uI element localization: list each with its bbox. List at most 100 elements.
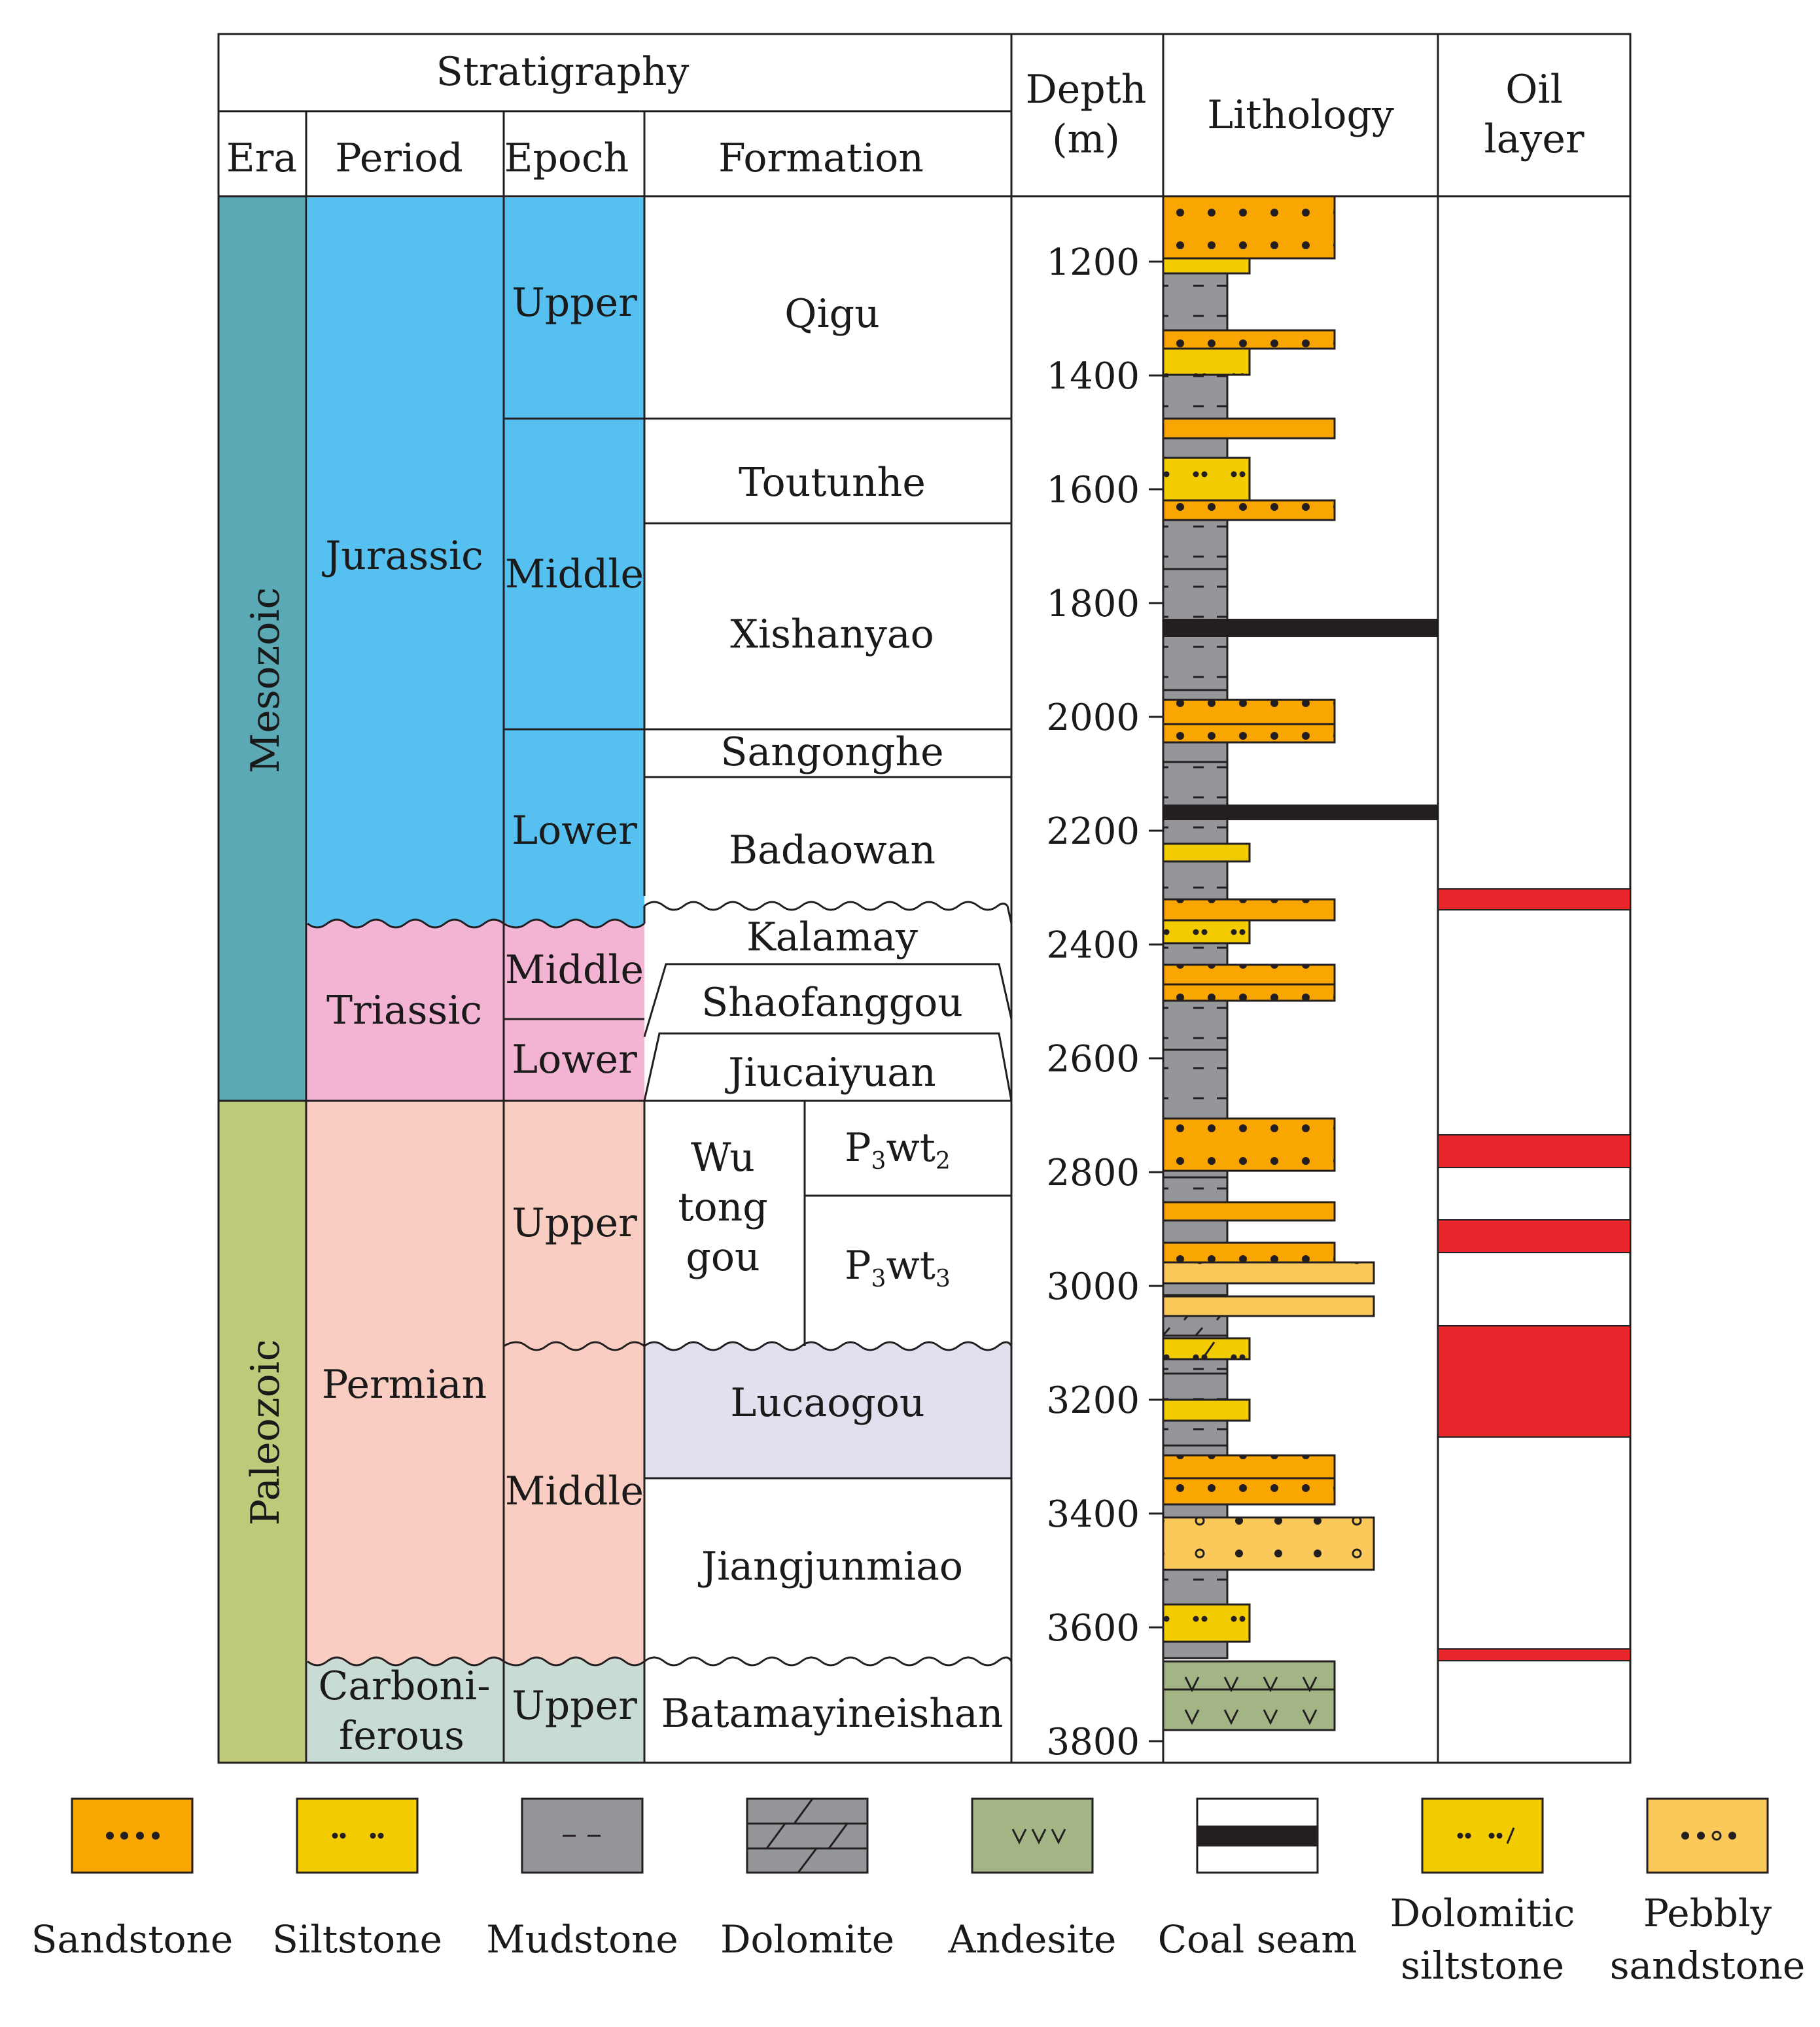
oil-layer-interval [1437, 1648, 1631, 1661]
lithology-header: Lithology [1207, 92, 1394, 138]
formation-badaowan: Badaowan [729, 827, 936, 873]
dolomitic-siltstone-bed-pattern [1164, 1339, 1249, 1359]
andesite-swatch [971, 1797, 1094, 1874]
depth-tick-label: 1200 [1046, 241, 1140, 284]
period-permian-fill [307, 1101, 504, 1665]
formation-kalamay: Kalamay [746, 914, 918, 960]
oil-layer-interval [1437, 1219, 1631, 1253]
pebbly-sandstone-bed-pattern [1164, 1518, 1373, 1569]
siltstone-bed-pattern [1164, 921, 1249, 943]
oil-layer-interval [1437, 888, 1631, 910]
era-mesozoic-fill [219, 196, 306, 1101]
epoch-jurassic-upper: Upper [512, 280, 637, 326]
formation-xishanyao: Xishanyao [730, 612, 934, 657]
andesite-bed-pattern [1164, 1662, 1334, 1689]
sandstone-bed-pattern [1164, 900, 1334, 920]
legend-label: Coal seam [1158, 1917, 1357, 1962]
formation-wutonggou-line2: tong [678, 1185, 767, 1230]
oil-layer-header-line2: layer [1484, 116, 1584, 162]
sandstone-bed-pattern [1164, 197, 1334, 258]
sandstone-bed-pattern [1164, 965, 1334, 984]
legend-label: Andesite [948, 1917, 1117, 1962]
period-permian: Permian [322, 1362, 487, 1408]
siltstone-bed-pattern [1164, 1400, 1249, 1420]
coal-seam-bed [1163, 805, 1438, 820]
formation-wutonggou-line3: gou [686, 1234, 760, 1280]
legend-label: Dolomitic [1390, 1891, 1575, 1935]
sandstone-bed-pattern [1164, 1119, 1334, 1170]
siltstone-bed-pattern [1164, 459, 1249, 500]
andesite-bed-pattern [1164, 1690, 1334, 1729]
era-paleozoic: Paleozoic [243, 1340, 289, 1526]
epoch-triassic-middle: Middle [505, 947, 644, 993]
formation-batamayineishan: Batamayineishan [661, 1691, 1004, 1737]
dolomitic-slash [1204, 1342, 1216, 1356]
formation-lucaogou: Lucaogou [730, 1380, 924, 1426]
legend-label-line2: sandstone [1610, 1943, 1806, 1988]
siltstone-bed-pattern [1164, 259, 1249, 273]
depth-unit-header: (m) [1052, 116, 1120, 162]
era-header: Era [226, 135, 297, 181]
sandstone-bed-pattern [1164, 419, 1334, 438]
depth-tick-label: 2800 [1046, 1152, 1140, 1194]
legend-label: Dolomite [720, 1917, 894, 1962]
dolomitic-siltstone-swatch [1421, 1797, 1544, 1874]
formation-jiangjunmiao: Jiangjunmiao [697, 1544, 963, 1589]
formation-jiucaiyuan: Jiucaiyuan [724, 1050, 936, 1096]
epoch-carboniferous-upper: Upper [512, 1683, 637, 1729]
legend-label: Pebbly [1643, 1891, 1772, 1935]
mudstone-swatch [521, 1797, 644, 1874]
member-p3wt3: P3wt3 [845, 1243, 951, 1292]
sandstone-bed-pattern [1164, 331, 1334, 348]
depth-tick-label: 3200 [1046, 1379, 1140, 1422]
formation-shaofanggou: Shaofanggou [701, 980, 963, 1026]
depth-tick-label: 2600 [1046, 1038, 1140, 1081]
depth-tick-label: 3800 [1046, 1721, 1140, 1763]
formation-header: Formation [718, 135, 924, 181]
permian-carboniferous-unconformity [307, 1656, 1013, 1667]
epoch-permian-upper-fill [504, 1101, 644, 1350]
formation-lucaogou-fill [644, 1342, 1011, 1478]
siltstone-bed-pattern [1164, 844, 1249, 861]
sandstone-bed-pattern [1164, 1456, 1334, 1478]
epoch-permian-middle: Middle [505, 1468, 644, 1514]
pebbly-sandstone-bed-pattern [1164, 1263, 1373, 1283]
permian-upper-middle-unconformity [503, 1341, 1013, 1351]
era-paleozoic-fill [219, 1101, 306, 1763]
period-triassic-fill [307, 920, 504, 1101]
member-p3wt2: P3wt2 [845, 1125, 951, 1175]
depth-tick-label: 3000 [1046, 1266, 1140, 1308]
legend-label: Sandstone [31, 1917, 233, 1962]
epoch-jurassic-middle: Middle [505, 551, 644, 597]
epoch-triassic-lower: Lower [512, 1037, 637, 1083]
epoch-carboniferous-fill [504, 1657, 644, 1763]
epoch-permian-upper: Upper [512, 1200, 637, 1246]
depth-tick-label: 2000 [1046, 697, 1140, 739]
oil-layer-interval [1437, 1325, 1631, 1438]
formation-toutunhe: Toutunhe [739, 460, 926, 506]
period-carboniferous-fill [307, 1657, 504, 1763]
depth-tick-label: 2200 [1046, 810, 1140, 853]
coal-seam-swatch-band [1197, 1826, 1318, 1846]
epoch-header: Epoch [504, 135, 629, 181]
formation-wutonggou: Wu [691, 1135, 755, 1181]
sandstone-bed-pattern [1164, 1243, 1334, 1262]
period-carboniferous: Carboni- [319, 1663, 491, 1709]
epoch-jurassic-fill [504, 198, 644, 927]
formation-sangonghe: Sangonghe [720, 729, 943, 775]
oil-layer-interval [1437, 1134, 1631, 1168]
period-jurassic-fill [307, 198, 504, 927]
sandstone-bed-pattern [1164, 725, 1334, 742]
depth-tick-label: 1800 [1046, 583, 1140, 625]
sandstone-bed-pattern [1164, 985, 1334, 1000]
sandstone-bed-pattern [1164, 1203, 1334, 1220]
jurassic-triassic-unconformity [307, 918, 645, 929]
epoch-triassic-fill [504, 920, 644, 1101]
legend-label-line2: siltstone [1401, 1943, 1564, 1988]
depth-header: Depth [1026, 67, 1147, 113]
depth-tick-label: 3600 [1046, 1607, 1140, 1650]
formation-qigu: Qigu [784, 291, 879, 337]
depth-tick-label: 2400 [1046, 924, 1140, 967]
stratigraphy-header: Stratigraphy [436, 49, 690, 95]
